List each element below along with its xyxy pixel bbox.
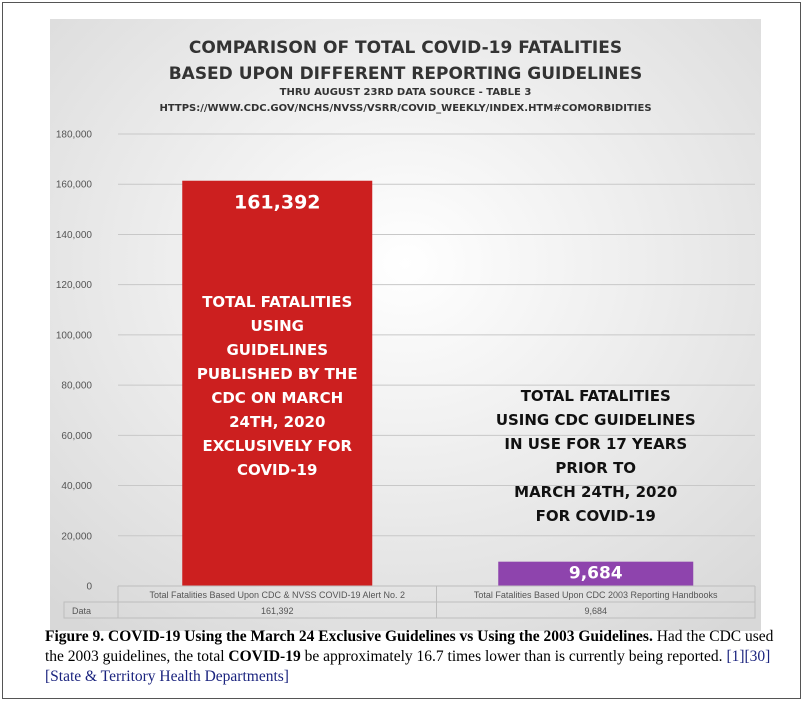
y-tick-label: 160,000 (56, 180, 93, 191)
annotation-line: TOTAL FATALITIES (521, 387, 671, 405)
bar (498, 561, 694, 586)
annotation-line: EXCLUSIVELY FOR (202, 437, 352, 455)
annotation-line: IN USE FOR 17 YEARS (504, 435, 687, 453)
data-label: 161,392 (234, 192, 321, 214)
caption-text-1: Had the CDC used the 2003 guidelines, th… (45, 628, 774, 665)
chart-title-line: COMPARISON OF TOTAL COVID-19 FATALITIES (189, 38, 622, 58)
table-row-label: Data (72, 606, 91, 616)
x-category-label: Total Fatalities Based Upon CDC 2003 Rep… (474, 590, 718, 600)
figure-caption: Figure 9. COVID-19 Using the March 24 Ex… (45, 627, 790, 687)
y-tick-label: 60,000 (61, 431, 92, 442)
x-category-label: Total Fatalities Based Upon CDC & NVSS C… (149, 590, 405, 600)
y-tick-label: 80,000 (61, 381, 92, 392)
annotation-line: PUBLISHED BY THE (197, 365, 358, 383)
y-tick-label: 100,000 (56, 330, 93, 341)
caption-bold-term: COVID-19 (228, 648, 301, 665)
annotation-line: MARCH 24TH, 2020 (514, 483, 677, 501)
chart-subtitle-line: HTTPS://WWW.CDC.GOV/NCHS/NVSS/VSRR/COVID… (159, 103, 651, 114)
table-value: 161,392 (261, 606, 294, 616)
chart-panel: COMPARISON OF TOTAL COVID-19 FATALITIES B… (50, 19, 761, 631)
y-tick-label: 120,000 (56, 280, 93, 291)
annotation-line: USING CDC GUIDELINES (496, 411, 696, 429)
annotation-line: CDC ON MARCH (211, 389, 343, 407)
annotation-line: PRIOR TO (555, 459, 636, 477)
y-tick-label: 0 (86, 582, 92, 593)
y-tick-label: 140,000 (56, 230, 93, 241)
table-value: 9,684 (584, 606, 607, 616)
bar (182, 180, 373, 587)
caption-title: COVID-19 Using the March 24 Exclusive Gu… (108, 628, 653, 645)
bar-chart: COMPARISON OF TOTAL COVID-19 FATALITIES B… (50, 19, 761, 631)
annotation-line: FOR COVID-19 (536, 507, 656, 525)
y-tick-label: 180,000 (56, 130, 93, 141)
annotation-line: 24TH, 2020 (229, 413, 325, 431)
data-label: 9,684 (569, 564, 623, 584)
caption-text-2: be approximately 16.7 times lower than i… (304, 648, 723, 665)
annotation-line: USING (251, 317, 304, 335)
chart-title-line: BASED UPON DIFFERENT REPORTING GUIDELINE… (169, 64, 643, 84)
annotation-line: GUIDELINES (226, 341, 328, 359)
y-tick-label: 20,000 (61, 531, 92, 542)
caption-label: Figure 9. (45, 628, 105, 645)
caption-references[interactable]: [1][30][State & Territory Health Departm… (45, 648, 771, 685)
annotation-line: TOTAL FATALITIES (202, 293, 352, 311)
chart-subtitle-line: THRU AUGUST 23RD DATA SOURCE - TABLE 3 (280, 87, 532, 98)
annotation-line: COVID-19 (237, 461, 317, 479)
y-tick-label: 40,000 (61, 481, 92, 492)
